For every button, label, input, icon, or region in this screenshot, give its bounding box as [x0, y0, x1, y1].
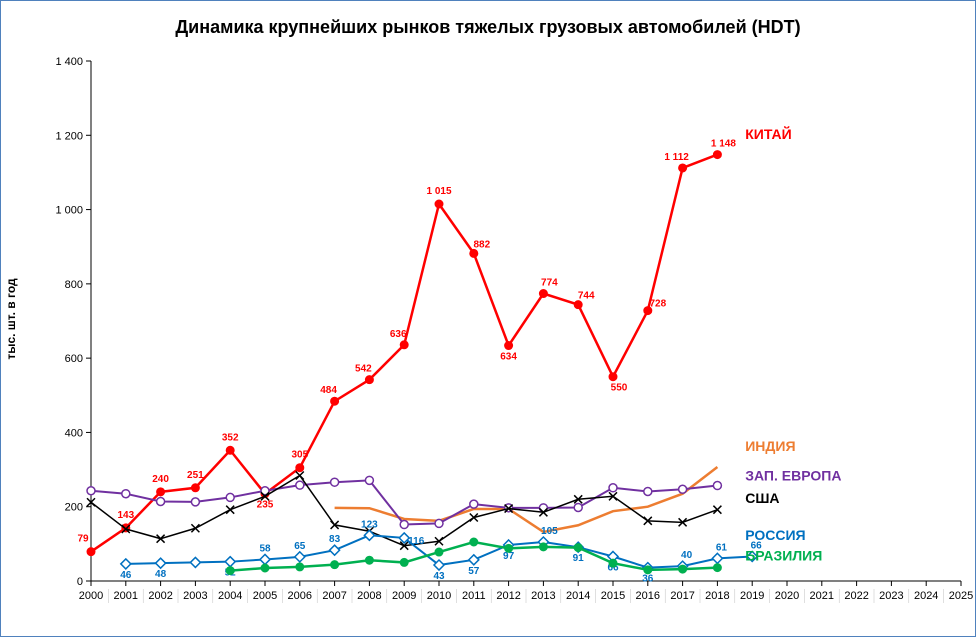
- svg-text:251: 251: [187, 470, 204, 481]
- svg-text:2007: 2007: [322, 590, 346, 602]
- svg-text:123: 123: [361, 519, 378, 530]
- svg-text:774: 774: [541, 278, 558, 289]
- svg-text:2000: 2000: [79, 590, 103, 602]
- chart-title: Динамика крупнейших рынков тяжелых грузо…: [1, 17, 975, 38]
- svg-text:БРАЗИЛИЯ: БРАЗИЛИЯ: [745, 548, 822, 564]
- svg-text:1 015: 1 015: [426, 186, 451, 197]
- y-axis-label: тыс. шт. в год: [4, 278, 18, 359]
- chart-svg: 0 200 400 600 800 1 000 1 200 1 400 2000 2001 2002…: [1, 1, 976, 638]
- svg-text:116: 116: [408, 536, 425, 547]
- svg-text:542: 542: [355, 364, 372, 375]
- svg-text:2006: 2006: [288, 590, 312, 602]
- svg-text:744: 744: [578, 291, 595, 302]
- svg-text:2002: 2002: [148, 590, 172, 602]
- svg-text:800: 800: [65, 279, 83, 291]
- svg-text:РОССИЯ: РОССИЯ: [745, 527, 805, 543]
- svg-text:882: 882: [473, 239, 490, 250]
- svg-text:2024: 2024: [914, 590, 938, 602]
- svg-text:79: 79: [77, 534, 89, 545]
- svg-text:2014: 2014: [566, 590, 590, 602]
- svg-text:1 148: 1 148: [711, 139, 736, 150]
- svg-text:2009: 2009: [392, 590, 416, 602]
- svg-text:600: 600: [65, 353, 83, 365]
- svg-text:2013: 2013: [531, 590, 555, 602]
- svg-text:ИНДИЯ: ИНДИЯ: [745, 438, 795, 454]
- svg-text:ЗАП. ЕВРОПА: ЗАП. ЕВРОПА: [745, 468, 841, 484]
- svg-text:2015: 2015: [601, 590, 625, 602]
- svg-text:634: 634: [500, 352, 517, 363]
- svg-text:2021: 2021: [810, 590, 834, 602]
- svg-text:2005: 2005: [253, 590, 277, 602]
- svg-text:550: 550: [611, 383, 628, 394]
- svg-text:305: 305: [291, 450, 308, 461]
- svg-text:2023: 2023: [879, 590, 903, 602]
- svg-text:105: 105: [541, 526, 558, 537]
- svg-text:91: 91: [573, 553, 585, 564]
- svg-text:143: 143: [117, 510, 134, 521]
- svg-text:2017: 2017: [670, 590, 694, 602]
- svg-text:2020: 2020: [775, 590, 799, 602]
- svg-text:46: 46: [120, 570, 132, 581]
- svg-text:36: 36: [642, 574, 654, 585]
- svg-text:2019: 2019: [740, 590, 764, 602]
- svg-text:636: 636: [390, 329, 407, 340]
- svg-text:1 112: 1 112: [664, 152, 689, 163]
- svg-text:83: 83: [329, 534, 341, 545]
- svg-text:58: 58: [259, 543, 271, 554]
- svg-text:2010: 2010: [427, 590, 451, 602]
- svg-text:235: 235: [257, 500, 274, 511]
- svg-text:2016: 2016: [636, 590, 660, 602]
- svg-text:61: 61: [716, 542, 728, 553]
- svg-text:2012: 2012: [496, 590, 520, 602]
- svg-text:КИТАЙ: КИТАЙ: [745, 125, 791, 142]
- svg-text:352: 352: [222, 432, 239, 443]
- svg-text:40: 40: [681, 550, 693, 561]
- svg-text:57: 57: [468, 566, 480, 577]
- svg-text:2022: 2022: [844, 590, 868, 602]
- svg-text:484: 484: [320, 385, 337, 396]
- svg-text:48: 48: [155, 569, 167, 580]
- chart-container: Динамика крупнейших рынков тяжелых грузо…: [0, 0, 976, 637]
- svg-text:728: 728: [649, 299, 666, 310]
- svg-text:1 000: 1 000: [55, 205, 83, 217]
- svg-text:240: 240: [152, 474, 169, 485]
- svg-text:400: 400: [65, 427, 83, 439]
- svg-text:2025: 2025: [949, 590, 973, 602]
- svg-text:2011: 2011: [462, 590, 486, 602]
- svg-text:0: 0: [77, 576, 83, 588]
- svg-text:2018: 2018: [705, 590, 729, 602]
- svg-text:2004: 2004: [218, 590, 242, 602]
- svg-text:65: 65: [294, 541, 306, 552]
- svg-text:США: США: [745, 490, 779, 506]
- svg-text:43: 43: [433, 571, 445, 582]
- svg-text:2003: 2003: [183, 590, 207, 602]
- svg-text:2001: 2001: [114, 590, 138, 602]
- svg-text:1 400: 1 400: [55, 56, 83, 68]
- svg-text:1 200: 1 200: [55, 130, 83, 142]
- svg-text:2008: 2008: [357, 590, 381, 602]
- svg-text:200: 200: [65, 502, 83, 514]
